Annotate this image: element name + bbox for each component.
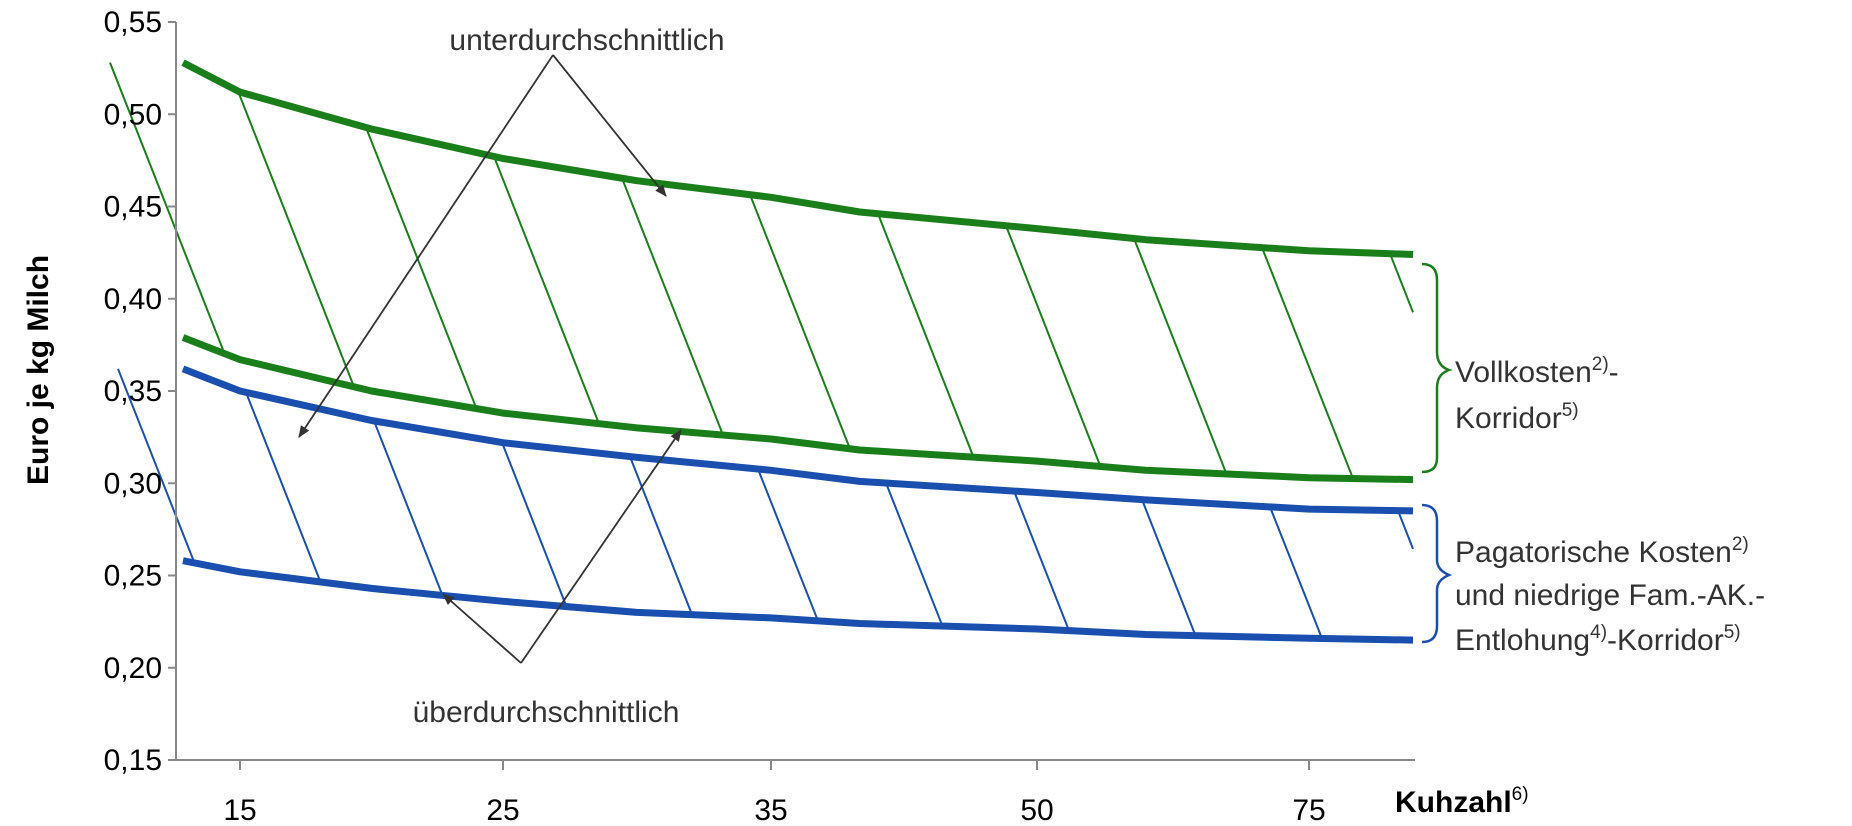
pagatorisch-upper-line	[181, 365, 1414, 515]
pagatorisch-hatch-line	[1013, 490, 1070, 631]
vollkosten-label2-sup: 5)	[1562, 400, 1579, 421]
y-tick-label: 0,50	[104, 98, 162, 131]
y-tick-label: 0,35	[104, 375, 162, 408]
pagatorisch-hatch-line	[373, 420, 444, 596]
x-tick-label: 35	[754, 794, 787, 826]
x-tick-label: 15	[223, 794, 256, 826]
pagatorisch-label-line1: Pagatorische Kosten2)	[1455, 534, 1749, 569]
pagatorisch-hatch-line	[1141, 499, 1197, 637]
vollkosten-label-line2: Korridor5)	[1455, 400, 1579, 435]
pagatorisch-label3-sup: 4)	[1590, 622, 1607, 643]
y-tick-label: 0,30	[104, 467, 162, 500]
vollkosten-hatch-line	[749, 194, 851, 450]
vollkosten-label-tail: -	[1609, 356, 1619, 389]
vollkosten-hatch-line	[237, 90, 355, 388]
vollkosten-hatch-line	[621, 177, 724, 436]
pagatorisch-hatch-line	[501, 442, 568, 607]
y-tick-label: 0,55	[104, 6, 162, 39]
vollkosten-hatch-line	[877, 213, 975, 458]
pagatorisch-label3-text: Entlohung	[1455, 624, 1590, 657]
arrow-unter-right	[552, 54, 667, 197]
y-tick-label: 0,40	[104, 283, 162, 316]
pagatorisch-brace	[1421, 503, 1453, 644]
x-tick-label: 75	[1292, 794, 1325, 826]
pagatorisch-hatch-line	[1397, 510, 1414, 550]
pagatorisch-hatch-line	[629, 456, 693, 616]
x-tick-label: 50	[1020, 794, 1053, 826]
vollkosten-hatch-line	[365, 127, 478, 410]
y-axis-title: Euro je kg Milch	[22, 255, 55, 485]
vollkosten-hatch-line	[109, 62, 226, 354]
x-axis-title: Kuhzahl6)	[1395, 784, 1529, 819]
pagatorisch-label3-sup2: 5)	[1724, 622, 1741, 643]
arrow-ueber-right	[520, 429, 682, 664]
vollkosten-brace	[1421, 262, 1453, 474]
annotation-unterdurchschnittlich: unterdurchschnittlich	[449, 24, 724, 57]
annotation-ueberdurchschnittlich: überdurchschnittlich	[413, 696, 680, 729]
vollkosten-label-text: Vollkosten	[1455, 356, 1592, 389]
y-ticks: 0,15 0,20 0,25 0,30 0,35 0,40 0,45 0,50 0,55	[104, 6, 176, 777]
y-tick-label: 0,45	[104, 191, 162, 224]
hatch-layer	[109, 62, 1414, 639]
vollkosten-lower-line	[181, 334, 1414, 484]
pagatorisch-hatch-line	[1269, 506, 1323, 639]
vollkosten-label-sup: 2)	[1592, 354, 1609, 375]
pagatorisch-label-text: Pagatorische Kosten	[1455, 536, 1732, 569]
x-axis-title-sup: 6)	[1512, 784, 1529, 805]
y-tick-label: 0,15	[104, 744, 162, 777]
annotation-arrows	[298, 54, 682, 664]
vollkosten-label2-text: Korridor	[1455, 402, 1562, 435]
pagatorisch-lower-line	[182, 557, 1414, 644]
series-layer	[181, 59, 1414, 644]
vollkosten-label-line1: Vollkosten2)-	[1455, 354, 1619, 389]
pagatorisch-hatch-line	[885, 482, 944, 627]
vollkosten-hatch-line	[1005, 225, 1102, 467]
x-tick-label: 25	[486, 794, 519, 826]
pagatorisch-label-line2: und niedrige Fam.-AK.-	[1455, 579, 1765, 612]
vollkosten-hatch-line	[1261, 247, 1354, 479]
vollkosten-upper-line	[181, 59, 1414, 258]
arrow-ueber-left	[442, 593, 522, 664]
x-ticks: 15 25 35 50 75	[223, 760, 1326, 826]
pagatorisch-label-line3: Entlohung4)-Korridor5)	[1455, 622, 1741, 657]
vollkosten-hatch-line	[493, 156, 600, 425]
pagatorisch-hatch-line	[757, 468, 819, 622]
vollkosten-hatch-line	[1133, 238, 1228, 475]
pagatorisch-label-sup: 2)	[1732, 534, 1749, 555]
y-tick-label: 0,25	[104, 560, 162, 593]
x-axis-title-text: Kuhzahl	[1395, 786, 1512, 819]
arrow-unter-left	[298, 54, 554, 438]
vollkosten-hatch-line	[1389, 253, 1414, 313]
pagatorisch-hatch-line	[245, 391, 322, 583]
pagatorisch-hatch-line	[117, 368, 196, 564]
pagatorisch-label3-tail: -Korridor	[1607, 624, 1724, 657]
y-tick-label: 0,20	[104, 652, 162, 685]
